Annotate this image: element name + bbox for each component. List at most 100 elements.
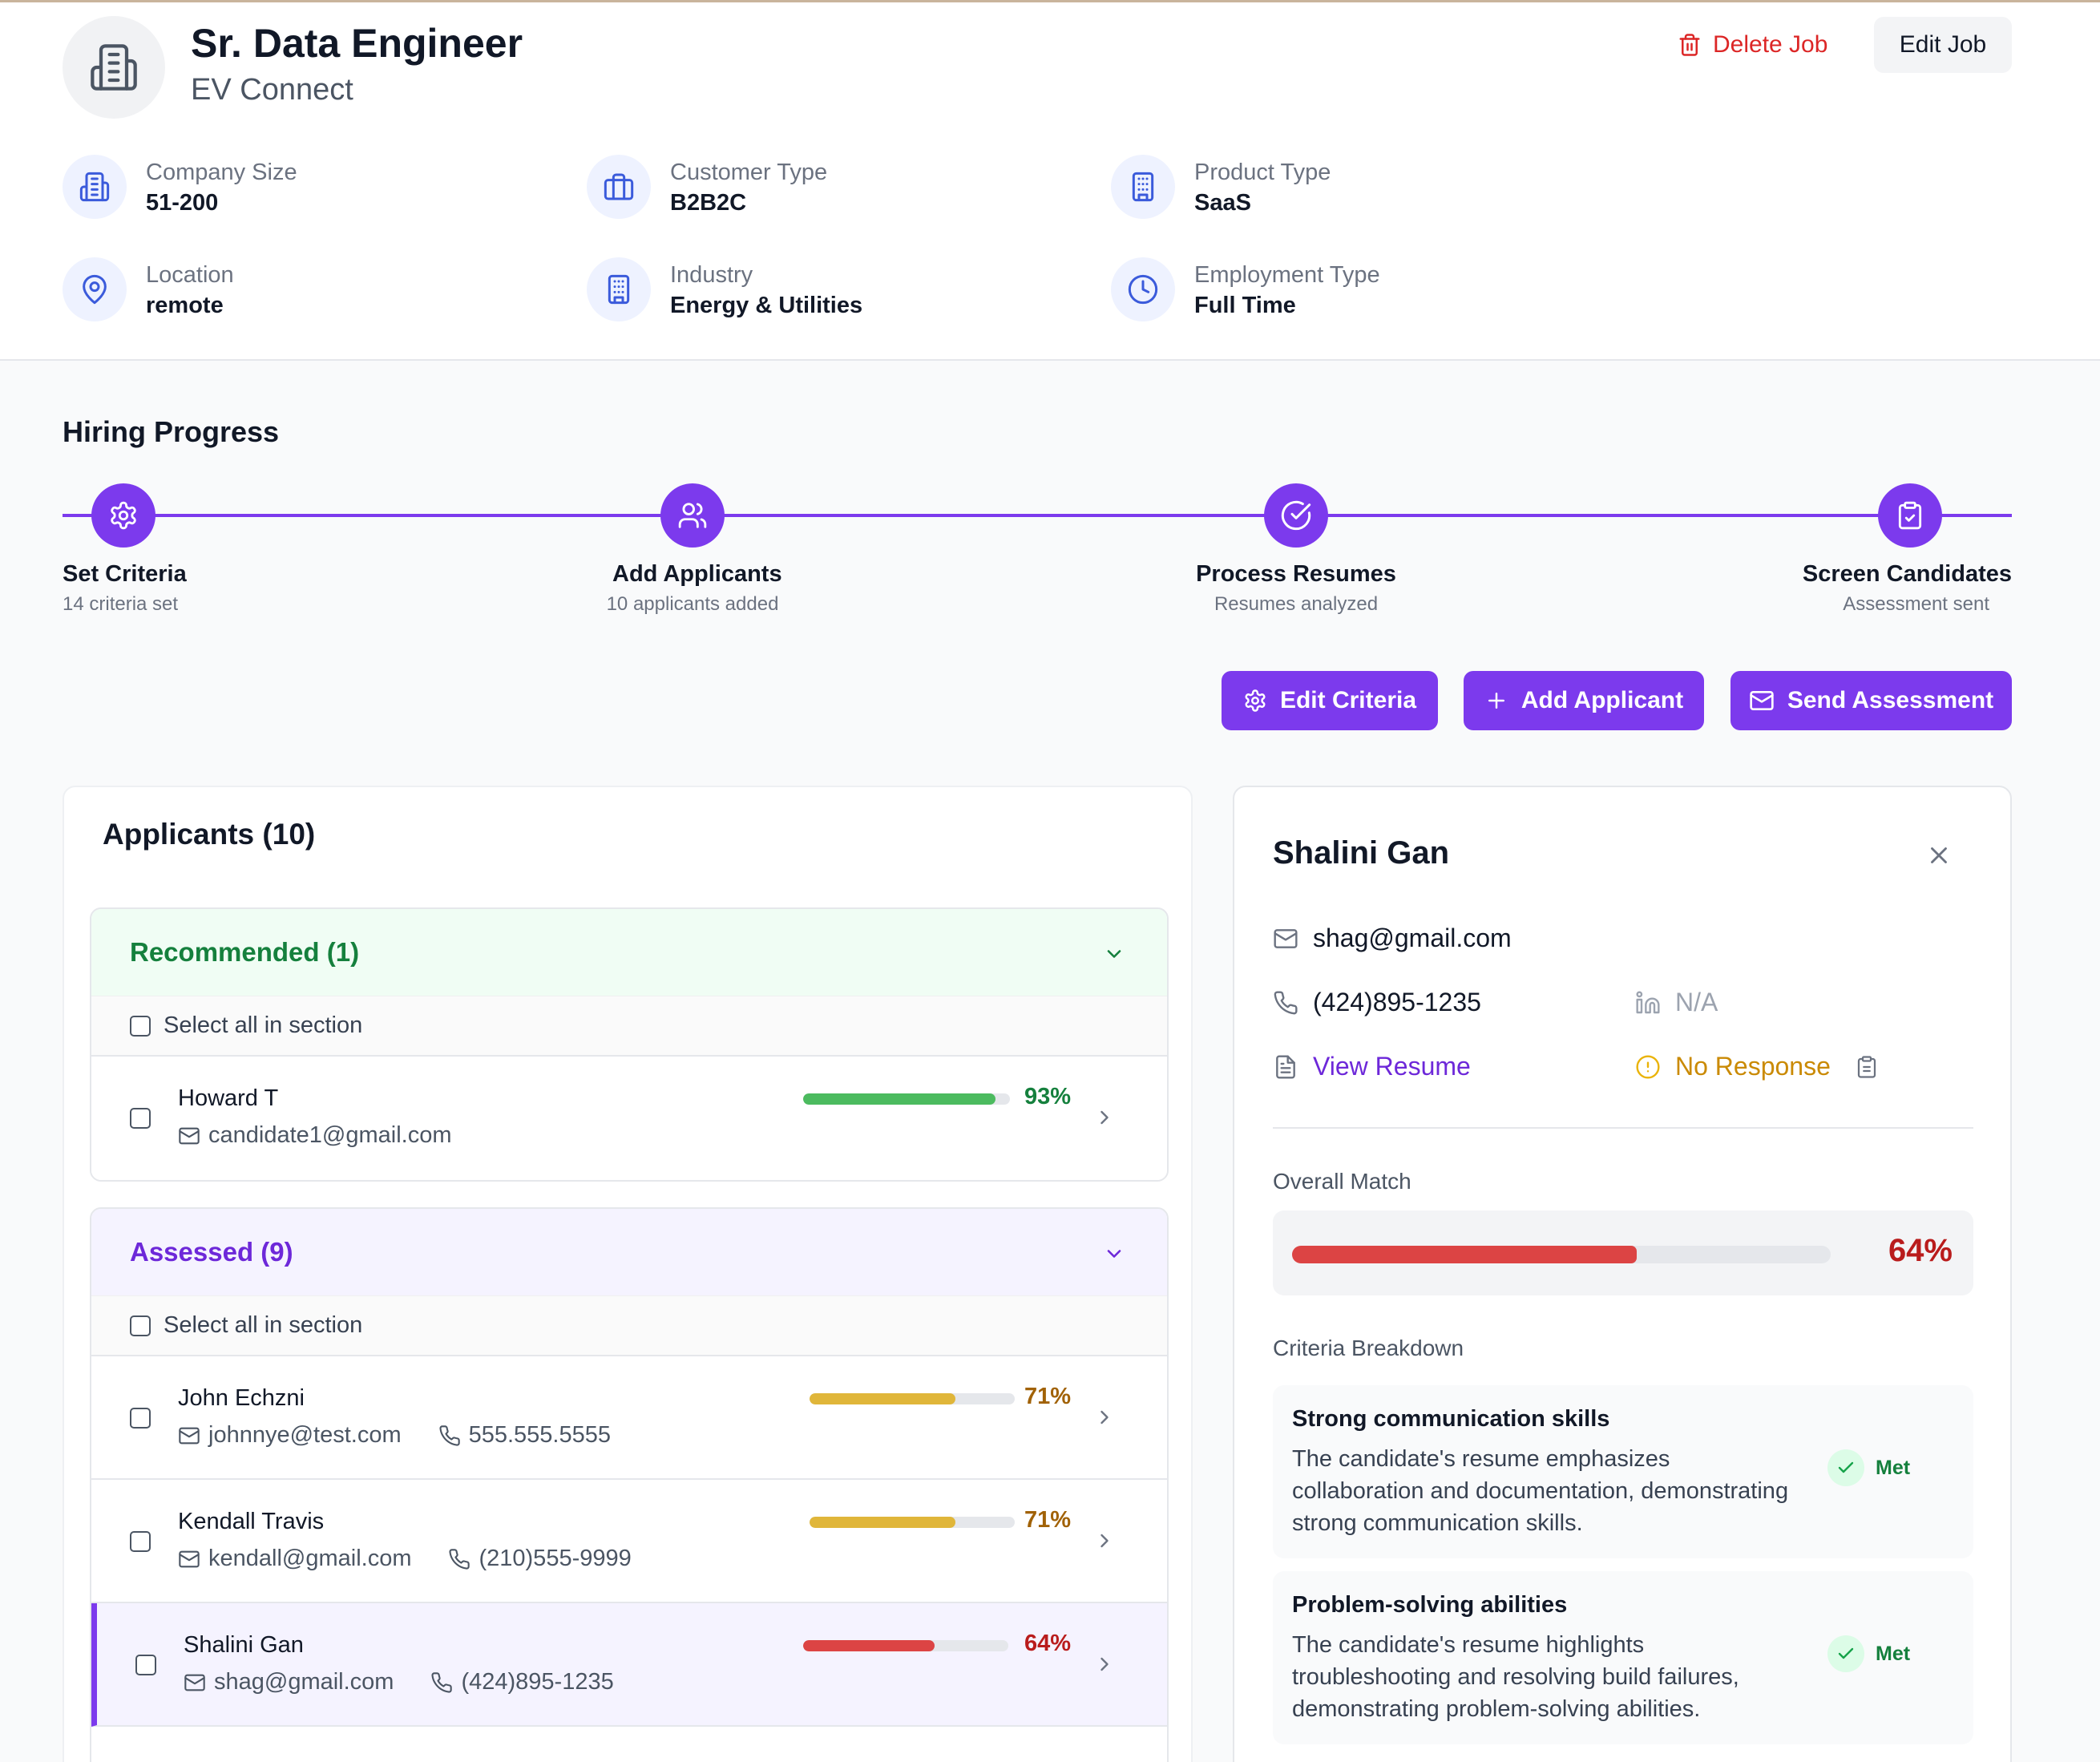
recommended-group: Recommended (1) Select all in section Ho… bbox=[90, 907, 1169, 1182]
step-subtitle: 10 applicants added bbox=[606, 593, 779, 615]
chevron-right-icon[interactable] bbox=[1093, 1530, 1116, 1552]
step-subtitle: Assessment sent bbox=[1843, 593, 1989, 615]
meta-label: Industry bbox=[670, 262, 753, 288]
edit-criteria-button[interactable]: Edit Criteria bbox=[1222, 671, 1438, 730]
delete-job-label: Delete Job bbox=[1713, 31, 1828, 58]
step-title: Screen Candidates bbox=[1802, 561, 2012, 587]
assessment-status-label: No Response bbox=[1675, 1052, 1831, 1081]
candidate-email-line: shag@gmail.com bbox=[1273, 923, 1512, 953]
alert-circle-icon bbox=[1636, 1054, 1660, 1079]
company-name: EV Connect bbox=[191, 73, 353, 107]
chevron-down-icon bbox=[1107, 950, 1121, 958]
clipboard-icon[interactable] bbox=[1855, 1055, 1879, 1079]
select-all-assessed[interactable]: Select all in section bbox=[91, 1295, 1167, 1356]
applicant-contact: shag@gmail.com (424)895-1235 bbox=[184, 1669, 614, 1695]
edit-job-button[interactable]: Edit Job bbox=[1874, 17, 2012, 73]
linkedin-icon bbox=[1636, 990, 1660, 1013]
meta-product-type: Product Type SaaS bbox=[1111, 155, 1608, 227]
meta-employment-type: Employment Type Full Time bbox=[1111, 257, 1608, 329]
assessed-header[interactable]: Assessed (9) bbox=[91, 1209, 1167, 1295]
delete-job-button[interactable]: Delete Job bbox=[1671, 17, 1840, 73]
briefcase-icon bbox=[587, 155, 651, 219]
recommended-header[interactable]: Recommended (1) bbox=[91, 909, 1167, 996]
table-row[interactable]: John Echzni johnnye@test.com 555.555.555… bbox=[91, 1356, 1167, 1480]
step-set-criteria[interactable] bbox=[91, 483, 155, 548]
meta-label: Customer Type bbox=[670, 160, 828, 185]
step-add-applicants[interactable] bbox=[660, 483, 725, 548]
chevron-right-icon[interactable] bbox=[1093, 1106, 1116, 1129]
meta-industry: Industry Energy & Utilities bbox=[587, 257, 1084, 329]
select-all-recommended[interactable]: Select all in section bbox=[91, 996, 1167, 1057]
row-checkbox[interactable] bbox=[130, 1408, 151, 1429]
add-applicant-label: Add Applicant bbox=[1520, 687, 1684, 713]
table-row-selected[interactable]: Shalini Gan shag@gmail.com (424)895-1235… bbox=[91, 1603, 1167, 1727]
row-checkbox[interactable] bbox=[135, 1655, 156, 1675]
candidate-email: shag@gmail.com bbox=[1313, 923, 1512, 952]
table-row[interactable]: Howard T candidate1@gmail.com 93% bbox=[91, 1057, 1167, 1180]
candidate-detail-panel: Shalini Gan shag@gmail.com (424)895-1235… bbox=[1233, 786, 2012, 1762]
select-all-label: Select all in section bbox=[164, 1312, 363, 1338]
applicant-phone: (210)555-9999 bbox=[479, 1546, 632, 1571]
users-icon bbox=[678, 503, 707, 528]
chevron-right-icon[interactable] bbox=[1093, 1653, 1116, 1675]
company-logo bbox=[63, 16, 165, 119]
step-screen-candidates[interactable] bbox=[1878, 483, 1942, 548]
hiring-progress-title: Hiring Progress bbox=[63, 415, 280, 448]
overall-match-fill bbox=[1292, 1246, 1638, 1263]
applicant-name: Shalini Gan bbox=[184, 1632, 304, 1658]
criterion-text: The candidate's resume emphasizes collab… bbox=[1292, 1446, 1789, 1536]
meta-value: remote bbox=[146, 293, 224, 318]
meta-label: Company Size bbox=[146, 160, 297, 185]
meta-customer-type: Customer Type B2B2C bbox=[587, 155, 1084, 227]
step-subtitle: 14 criteria set bbox=[63, 593, 179, 615]
progress-line bbox=[63, 514, 2012, 517]
row-checkbox[interactable] bbox=[130, 1108, 151, 1129]
applicant-email: johnnye@test.com bbox=[208, 1422, 402, 1448]
overall-match-box: 64% bbox=[1273, 1210, 1973, 1295]
step-subtitle: Resumes analyzed bbox=[1214, 593, 1379, 615]
applicant-email: shag@gmail.com bbox=[214, 1669, 394, 1695]
row-checkbox[interactable] bbox=[130, 1531, 151, 1552]
check-circle-icon bbox=[1281, 500, 1311, 531]
close-icon[interactable] bbox=[1925, 842, 1953, 869]
office-building-icon bbox=[1111, 155, 1175, 219]
overall-match-bar bbox=[1292, 1246, 1831, 1263]
view-resume-link[interactable]: View Resume bbox=[1273, 1052, 1471, 1081]
match-percent: 71% bbox=[1024, 1507, 1071, 1533]
match-bar bbox=[810, 1393, 1015, 1404]
building-icon bbox=[91, 44, 137, 91]
check-icon bbox=[1827, 1449, 1864, 1486]
check-icon bbox=[1827, 1635, 1864, 1672]
applicants-panel: Applicants (10) Recommended (1) Select a… bbox=[63, 786, 1193, 1762]
meta-label: Product Type bbox=[1194, 160, 1331, 185]
criterion-status: Met bbox=[1827, 1449, 1910, 1486]
match-bar-fill bbox=[803, 1093, 995, 1105]
step-title: Add Applicants bbox=[612, 561, 782, 587]
mail-icon bbox=[179, 1427, 200, 1444]
send-assessment-button[interactable]: Send Assessment bbox=[1730, 671, 2012, 730]
chevron-right-icon[interactable] bbox=[1093, 1406, 1116, 1429]
applicant-name: Kendall Travis bbox=[178, 1509, 325, 1534]
checkbox[interactable] bbox=[130, 1315, 151, 1336]
building-icon bbox=[63, 155, 127, 219]
job-header: Sr. Data Engineer EV Connect Delete Job … bbox=[0, 0, 2100, 361]
meta-value: Full Time bbox=[1194, 293, 1296, 318]
overall-match-label: Overall Match bbox=[1273, 1169, 1411, 1194]
mail-icon bbox=[179, 1127, 200, 1144]
add-applicant-button[interactable]: Add Applicant bbox=[1464, 671, 1704, 730]
criterion-status: Met bbox=[1827, 1635, 1910, 1672]
table-row[interactable]: Kendall Travis kendall@gmail.com (210)55… bbox=[91, 1480, 1167, 1603]
map-pin-icon bbox=[63, 257, 127, 321]
checkbox[interactable] bbox=[130, 1015, 151, 1037]
edit-criteria-label: Edit Criteria bbox=[1279, 687, 1417, 713]
match-bar bbox=[803, 1093, 1010, 1105]
match-bar bbox=[810, 1517, 1015, 1528]
step-process-resumes[interactable] bbox=[1264, 483, 1328, 548]
select-all-label: Select all in section bbox=[164, 1012, 363, 1038]
gear-icon bbox=[1245, 689, 1266, 712]
chevron-down-icon bbox=[1107, 1250, 1121, 1258]
applicant-email: kendall@gmail.com bbox=[208, 1546, 412, 1571]
clock-icon bbox=[1111, 257, 1175, 321]
applicant-email: candidate1@gmail.com bbox=[208, 1122, 452, 1148]
criteria-breakdown-label: Criteria Breakdown bbox=[1273, 1336, 1464, 1360]
